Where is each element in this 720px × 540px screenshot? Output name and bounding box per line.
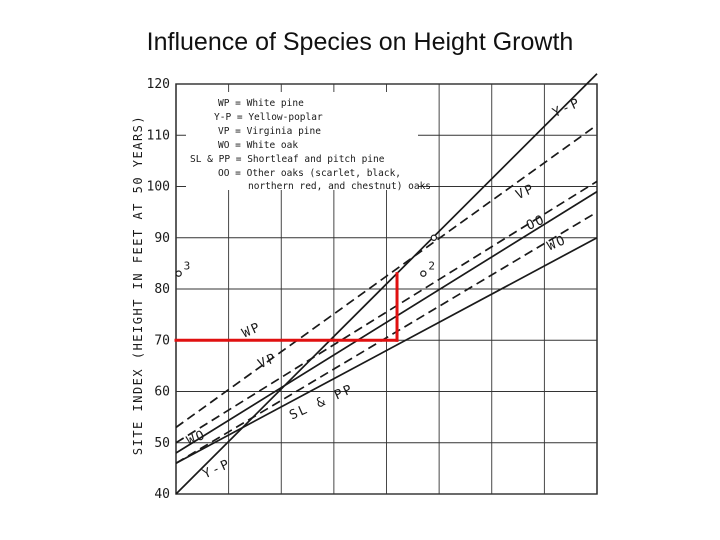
series-line-wp: [175, 124, 598, 429]
line-label: VP: [256, 350, 280, 372]
line-label: Y-P: [550, 95, 583, 121]
data-point-label: 3: [184, 260, 191, 273]
series-line-wo: [175, 237, 598, 464]
legend-entry: WP = White pine: [218, 98, 304, 109]
y-tick-label: 110: [147, 128, 170, 143]
data-point: [175, 270, 182, 277]
line-label: WP: [240, 320, 264, 342]
y-tick-label: 50: [154, 436, 170, 451]
series-group: [175, 73, 598, 495]
y-tick-label: 70: [154, 333, 170, 348]
line-label: WO: [545, 233, 569, 255]
series-line-vp: [175, 180, 598, 444]
y-axis-label: SITE INDEX (HEIGHT IN FEET AT 50 YEARS): [131, 115, 145, 455]
legend-entry: SL & PP = Shortleaf and pitch pine: [190, 154, 385, 165]
series-line-oo: [175, 190, 598, 454]
highlight-group: [174, 272, 399, 342]
data-point-label: 2: [428, 260, 435, 273]
y-tick-label: 80: [154, 282, 170, 297]
data-point: [430, 234, 438, 241]
y-tick-label: 60: [154, 385, 170, 400]
series-line-y-p: [175, 73, 598, 495]
slide-title: Influence of Species on Height Growth: [146, 28, 574, 56]
legend-entry: WO = White oak: [218, 140, 298, 151]
line-label: WO: [185, 427, 209, 449]
legend: WP = White pine Y-P = Yellow-poplar VP =…: [186, 92, 431, 192]
line-label: VP: [514, 181, 538, 203]
data-point: [420, 270, 427, 277]
line-label: SL & PP: [287, 382, 356, 424]
legend-background: [186, 92, 418, 190]
legend-entry: VP = Virginia pine: [218, 126, 321, 137]
y-tick-label: 120: [147, 77, 170, 92]
y-tick-labels: 40 50 60 70 80 90 100 110 120: [147, 77, 170, 502]
legend-entry: northern red, and chestnut) oaks: [248, 181, 431, 192]
y-tick-label: 100: [147, 180, 170, 195]
legend-entry: OO = Other oaks (scarlet, black,: [218, 168, 401, 179]
y-tick-label: 40: [154, 487, 170, 502]
legend-entry: Y-P = Yellow-poplar: [214, 112, 323, 123]
y-tick-label: 90: [154, 231, 170, 246]
series-line-sl-pp: [175, 211, 598, 464]
line-label: OO: [524, 212, 548, 234]
